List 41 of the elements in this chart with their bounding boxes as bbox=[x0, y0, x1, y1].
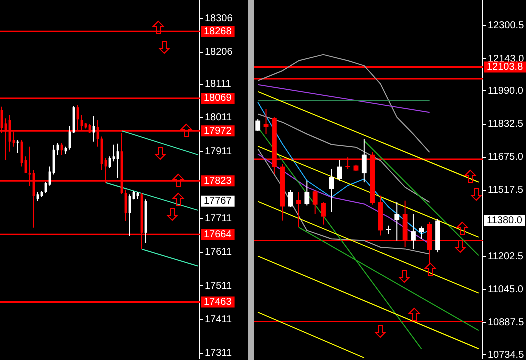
candlestick bbox=[264, 108, 269, 135]
candlestick bbox=[296, 192, 302, 228]
y-tick-label: 18206 bbox=[205, 47, 234, 58]
candlestick bbox=[312, 190, 318, 215]
text: 17767 bbox=[204, 196, 232, 208]
y-tick-label: 18306 bbox=[205, 14, 234, 25]
y-tick-label: 11517.5 bbox=[488, 185, 524, 196]
ref-line-label: 17972 bbox=[204, 126, 232, 137]
y-tick-label: 11832.5 bbox=[488, 119, 524, 130]
y-tick-label: 11045.0 bbox=[488, 284, 524, 296]
y-tick-label: 17311 bbox=[205, 348, 233, 360]
ref-line-label: 17664 bbox=[204, 229, 232, 240]
candlestick bbox=[321, 202, 326, 226]
text: 11380.0 bbox=[487, 216, 523, 227]
ref-line-label: 18268 bbox=[204, 26, 232, 38]
y-tick-label: 18111 bbox=[205, 79, 232, 90]
y-tick-label: 11990.0 bbox=[488, 86, 524, 97]
y-tick-label: 17511 bbox=[205, 280, 233, 292]
y-tick-label: 11675.0 bbox=[488, 152, 524, 164]
candlestick bbox=[394, 202, 400, 242]
y-tick-label: 10734.5 bbox=[488, 350, 525, 360]
y-tick-label: 18011 bbox=[205, 112, 233, 124]
ref-line-label: 17823 bbox=[204, 176, 232, 187]
ref-line-label: 17463 bbox=[204, 296, 232, 308]
y-tick-label: 12300.5 bbox=[488, 20, 525, 32]
candlestick bbox=[329, 168, 334, 213]
candlestick bbox=[411, 214, 416, 250]
candlestick bbox=[419, 226, 424, 240]
y-tick-label: 17611 bbox=[205, 247, 233, 258]
candlestick bbox=[256, 118, 261, 132]
y-tick-label: 11202.5 bbox=[488, 251, 524, 262]
ref-line-label: 12103.8 bbox=[487, 62, 524, 73]
candlestick bbox=[337, 160, 342, 182]
y-tick-label: 17411 bbox=[205, 314, 233, 326]
y-tick-label: 17911 bbox=[205, 146, 233, 158]
candlestick bbox=[362, 138, 367, 184]
candlestick bbox=[304, 180, 310, 206]
candlestick bbox=[288, 190, 294, 208]
ref-line-label: 18069 bbox=[204, 93, 232, 104]
y-tick-label: 17711 bbox=[205, 214, 233, 225]
y-tick-label: 10887.5 bbox=[488, 318, 525, 329]
